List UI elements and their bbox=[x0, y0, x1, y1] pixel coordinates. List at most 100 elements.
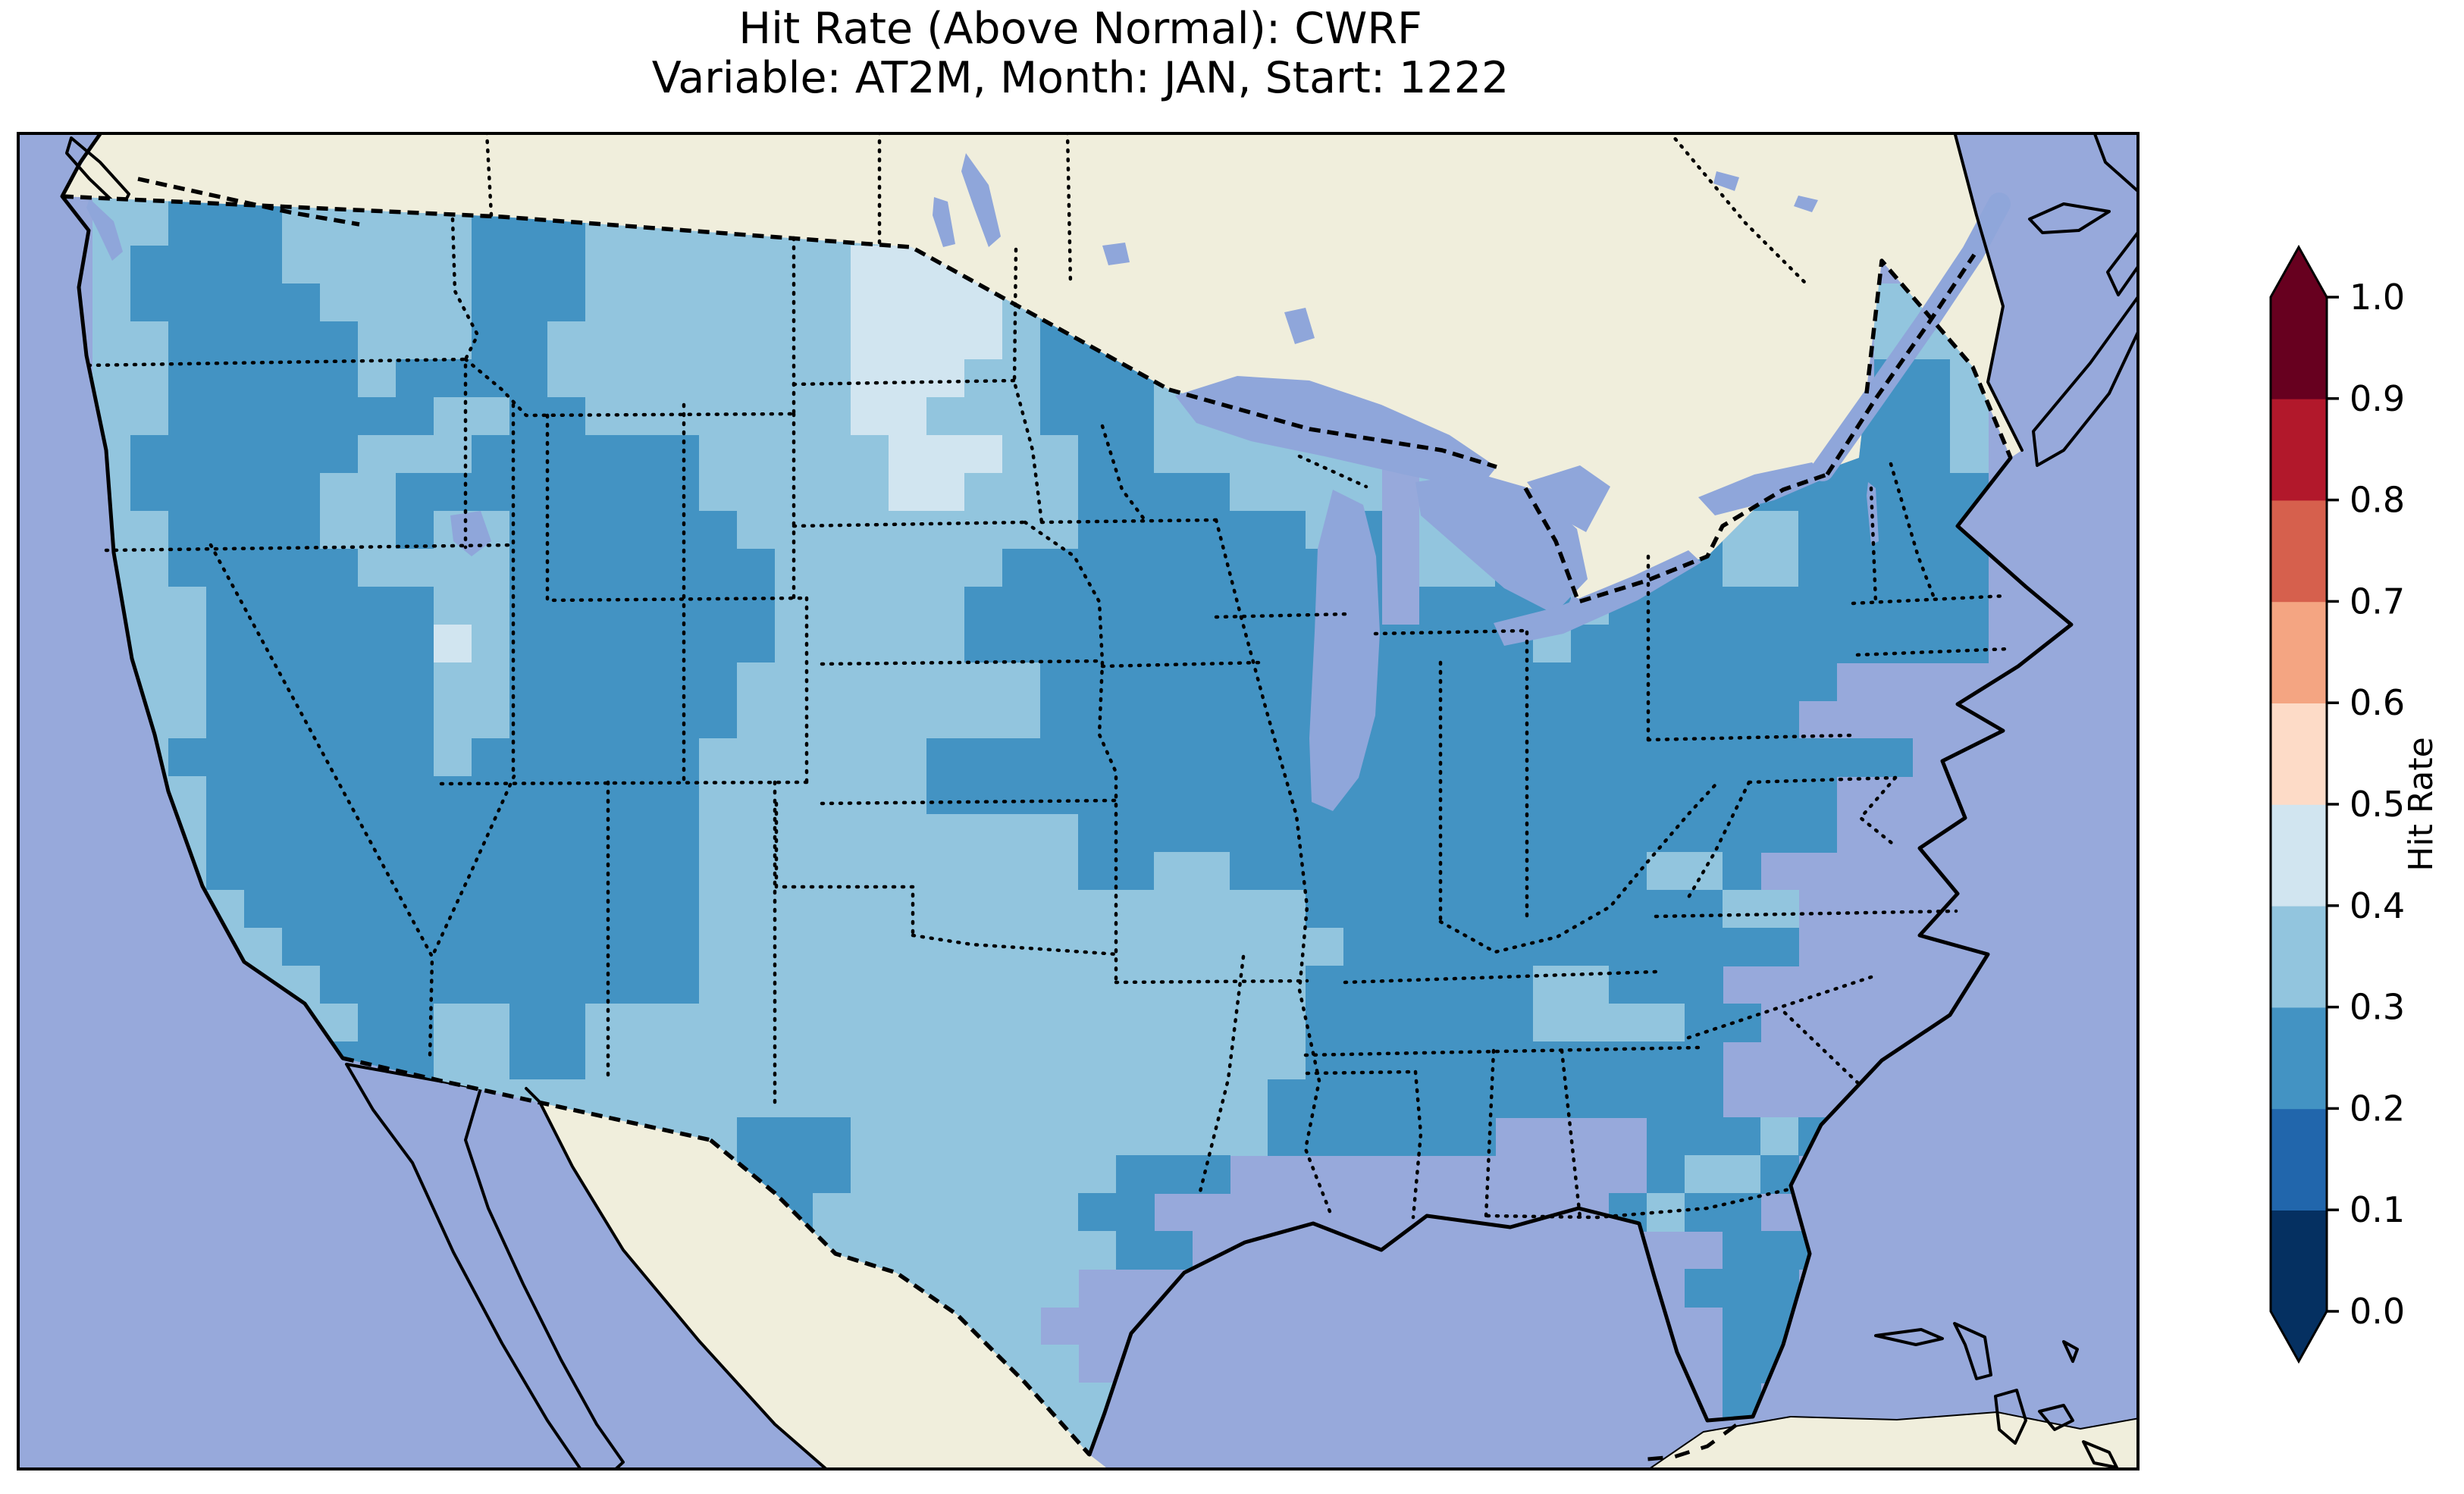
hit-rate-cell bbox=[358, 359, 397, 398]
colorbar-tick-label: 0.6 bbox=[2350, 682, 2405, 723]
hit-rate-cell bbox=[282, 890, 321, 929]
hit-rate-cell bbox=[1647, 928, 1685, 966]
hit-rate-cell bbox=[206, 852, 245, 891]
hit-rate-cell bbox=[358, 435, 397, 474]
hit-rate-cell bbox=[699, 625, 738, 663]
hit-rate-cell bbox=[1912, 435, 1951, 474]
hit-rate-cell bbox=[206, 283, 245, 322]
hit-rate-cell bbox=[358, 928, 397, 966]
hit-rate-cell bbox=[396, 738, 434, 777]
hit-rate-cell bbox=[1268, 1041, 1306, 1080]
hit-rate-cell bbox=[889, 852, 927, 891]
hit-rate-cell bbox=[1230, 587, 1268, 625]
hit-rate-cell bbox=[1192, 928, 1230, 966]
hit-rate-cell bbox=[1723, 890, 1761, 929]
hit-rate-cell bbox=[396, 776, 434, 815]
hit-rate-cell bbox=[1343, 852, 1382, 891]
hit-rate-cell bbox=[1116, 1079, 1155, 1118]
hit-rate-cell bbox=[1078, 549, 1117, 587]
hit-rate-cell bbox=[130, 283, 169, 322]
gulf-atlantic-coastline bbox=[1087, 456, 2074, 1457]
hit-rate-cell bbox=[1798, 662, 1837, 701]
hit-rate-cell bbox=[1495, 1004, 1534, 1042]
hit-rate-cell bbox=[244, 283, 283, 322]
hit-rate-cell bbox=[964, 928, 1003, 966]
hit-rate-cell bbox=[244, 549, 283, 587]
hit-rate-cell bbox=[282, 246, 321, 284]
hit-rate-cell bbox=[889, 1155, 927, 1194]
hit-rate-cell bbox=[1002, 625, 1041, 663]
hit-rate-cell bbox=[472, 283, 510, 322]
hit-rate-cell bbox=[699, 435, 738, 474]
colorbar-segment bbox=[2271, 703, 2327, 805]
hit-rate-cell bbox=[1116, 966, 1155, 1004]
hit-rate-cell bbox=[1154, 776, 1193, 815]
hit-rate-cell bbox=[547, 1004, 586, 1042]
hit-rate-cell bbox=[1002, 1117, 1041, 1156]
hit-rate-cell bbox=[509, 321, 548, 360]
chart-title: Hit Rate (Above Normal): CWRF Variable: … bbox=[0, 5, 2161, 103]
hit-rate-cell bbox=[1078, 1004, 1117, 1042]
quebec-lake-1 bbox=[1713, 171, 1739, 191]
hit-rate-cell bbox=[926, 966, 965, 1004]
hit-rate-cell bbox=[244, 662, 283, 701]
hit-rate-cell bbox=[623, 359, 662, 398]
hit-rate-cell bbox=[320, 435, 359, 474]
hit-rate-cell bbox=[661, 625, 700, 663]
hit-rate-cell bbox=[1078, 700, 1117, 739]
hit-rate-cell bbox=[964, 1269, 1003, 1308]
hit-rate-cell bbox=[472, 549, 510, 587]
hit-rate-cell bbox=[737, 814, 776, 853]
hit-rate-cell bbox=[396, 1004, 434, 1042]
hit-rate-cell bbox=[130, 549, 169, 587]
hit-rate-cell bbox=[1495, 1041, 1534, 1080]
hit-rate-cell bbox=[282, 321, 321, 360]
hit-rate-cell bbox=[472, 1041, 510, 1080]
colorbar-segment bbox=[2271, 905, 2327, 1008]
hit-rate-cell bbox=[737, 966, 776, 1004]
hit-rate-cell bbox=[206, 738, 245, 777]
hit-rate-cell bbox=[1419, 890, 1458, 929]
hit-rate-cell bbox=[358, 473, 397, 512]
hit-rate-cell bbox=[1002, 738, 1041, 777]
hit-rate-cell bbox=[1533, 700, 1572, 739]
hit-rate-cell bbox=[1002, 321, 1041, 360]
hit-rate-cell bbox=[1078, 1117, 1117, 1156]
hit-rate-cell bbox=[1306, 1079, 1344, 1118]
hit-rate-cell bbox=[1116, 814, 1155, 853]
hit-rate-cell bbox=[1419, 625, 1458, 663]
hit-rate-cell bbox=[472, 738, 510, 777]
hit-rate-cell bbox=[623, 852, 662, 891]
hit-rate-cell bbox=[1533, 776, 1572, 815]
hit-rate-cell bbox=[585, 662, 624, 701]
hit-rate-cell bbox=[282, 776, 321, 815]
hit-rate-cell bbox=[206, 397, 245, 436]
hit-rate-cell bbox=[1912, 625, 1951, 663]
hit-rate-cell bbox=[1647, 625, 1685, 663]
hit-rate-cell bbox=[623, 814, 662, 853]
hit-rate-cell bbox=[396, 966, 434, 1004]
hit-rate-cell bbox=[623, 511, 662, 550]
hit-rate-cell bbox=[168, 283, 207, 322]
hit-rate-cell bbox=[1078, 1231, 1117, 1270]
hit-rate-cell bbox=[1419, 662, 1458, 701]
hit-rate-cell bbox=[1002, 473, 1041, 512]
hit-rate-cell bbox=[585, 852, 624, 891]
hit-rate-cell bbox=[434, 814, 472, 853]
florida-keys bbox=[1638, 1423, 1738, 1462]
hit-rate-cell bbox=[1192, 1155, 1230, 1194]
hit-rate-cell bbox=[1647, 1117, 1685, 1156]
hit-rate-cell bbox=[585, 928, 624, 966]
colorbar-tick-label: 0.9 bbox=[2350, 378, 2405, 419]
hit-rate-cell bbox=[851, 928, 889, 966]
hit-rate-cell bbox=[813, 1155, 851, 1194]
hit-rate-cell bbox=[1760, 928, 1799, 966]
hit-rate-cell bbox=[472, 321, 510, 360]
hit-rate-cell bbox=[813, 814, 851, 853]
hit-rate-cell bbox=[282, 473, 321, 512]
hit-rate-cell bbox=[509, 283, 548, 322]
hit-rate-cell bbox=[1571, 738, 1610, 777]
hit-rate-cell bbox=[320, 549, 359, 587]
hit-rate-cell bbox=[244, 397, 283, 436]
hit-rate-cell bbox=[1381, 625, 1420, 663]
